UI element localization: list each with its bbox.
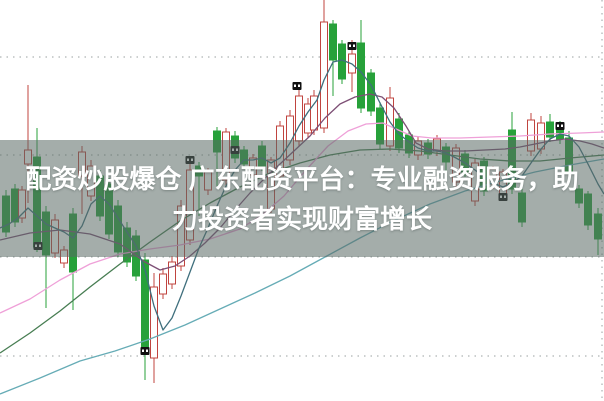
candle [295, 88, 303, 146]
event-marker [292, 82, 302, 90]
event-marker-dot [298, 84, 300, 87]
candle-body [310, 95, 318, 131]
candle [338, 40, 346, 84]
event-marker-dot [142, 349, 144, 352]
candle-body [320, 21, 328, 129]
candle-body [141, 259, 149, 353]
event-marker-box [140, 347, 150, 355]
event-marker [140, 347, 150, 355]
event-marker-box [292, 82, 302, 90]
candle [357, 20, 365, 113]
candle-body [150, 286, 158, 359]
event-marker-dot [349, 44, 351, 47]
headline-line-2: 力投资者实现财富增长 [171, 203, 432, 234]
event-marker-dot [294, 84, 296, 87]
candle [367, 69, 375, 116]
candle-body [329, 23, 337, 61]
event-marker-dot [146, 349, 148, 352]
candle-body [367, 72, 375, 112]
candle [320, 0, 328, 133]
headline-line-1: 配资炒股爆仓 广东配资平台：专业融资服务，助 [25, 163, 579, 194]
candle-body [295, 95, 303, 142]
event-marker-box [555, 122, 565, 130]
event-marker-dot [557, 124, 559, 127]
candle-body [546, 121, 554, 138]
candle [168, 256, 176, 289]
event-marker [347, 42, 357, 50]
candle-body [376, 107, 384, 145]
event-marker-dot [353, 44, 355, 47]
candle-body [159, 273, 167, 295]
headline-overlay: 配资炒股爆仓 广东配资平台：专业融资服务，助 力投资者实现财富增长 [0, 140, 604, 257]
event-marker [555, 122, 565, 130]
candle [150, 273, 158, 383]
candle-body [168, 261, 176, 285]
event-marker-dot [561, 124, 563, 127]
candle [329, 20, 337, 96]
event-marker-box [347, 42, 357, 50]
candle [159, 268, 167, 299]
